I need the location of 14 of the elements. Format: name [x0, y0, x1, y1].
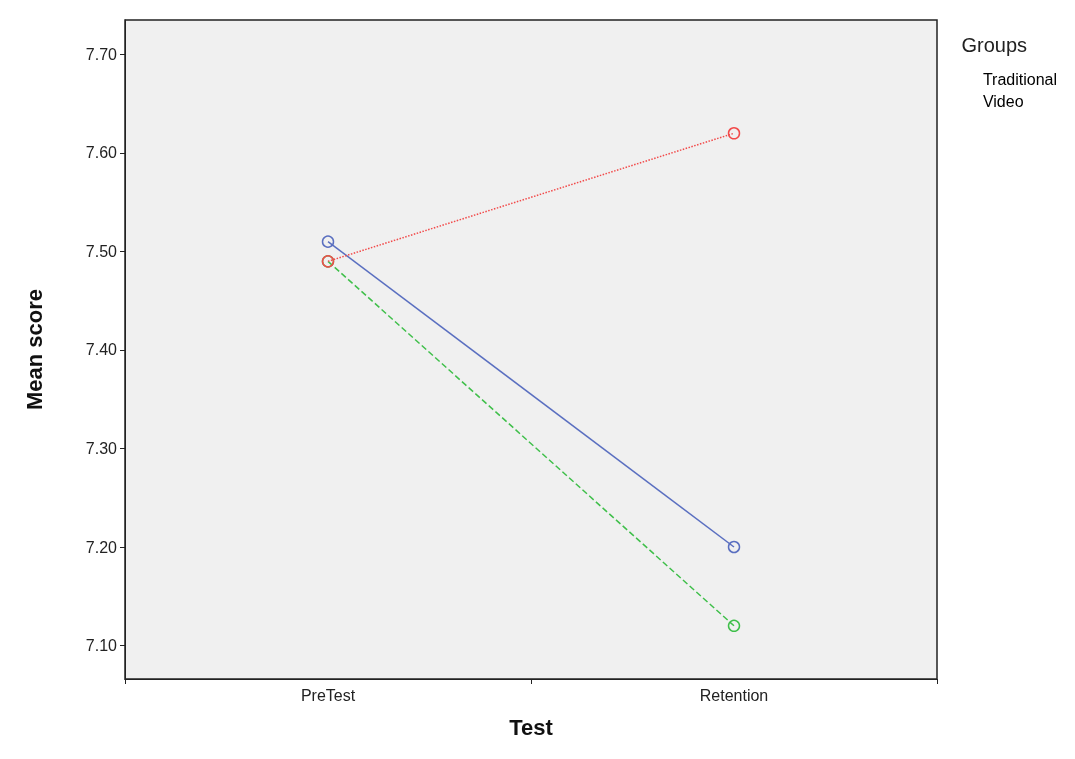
x-tick-label: PreTest — [300, 686, 356, 704]
y-tick-label: 7.30 — [85, 440, 118, 457]
y-tick-label: 7.70 — [85, 45, 118, 63]
y-tick-label: 7.10 — [85, 637, 118, 655]
text: Video — [982, 92, 1024, 110]
text: Traditional — [982, 70, 1057, 88]
x-axis-title: Test — [509, 714, 554, 740]
x-tick-label: Retention — [699, 686, 769, 704]
y-axis-title: Mean score — [21, 288, 47, 411]
y-tick-label: 7.50 — [85, 242, 118, 260]
y-tick-label: 7.40 — [85, 341, 118, 359]
legend-title: Groups — [961, 34, 1028, 56]
y-tick-label: 7.20 — [85, 538, 118, 556]
y-tick-label: 7.60 — [85, 144, 118, 162]
